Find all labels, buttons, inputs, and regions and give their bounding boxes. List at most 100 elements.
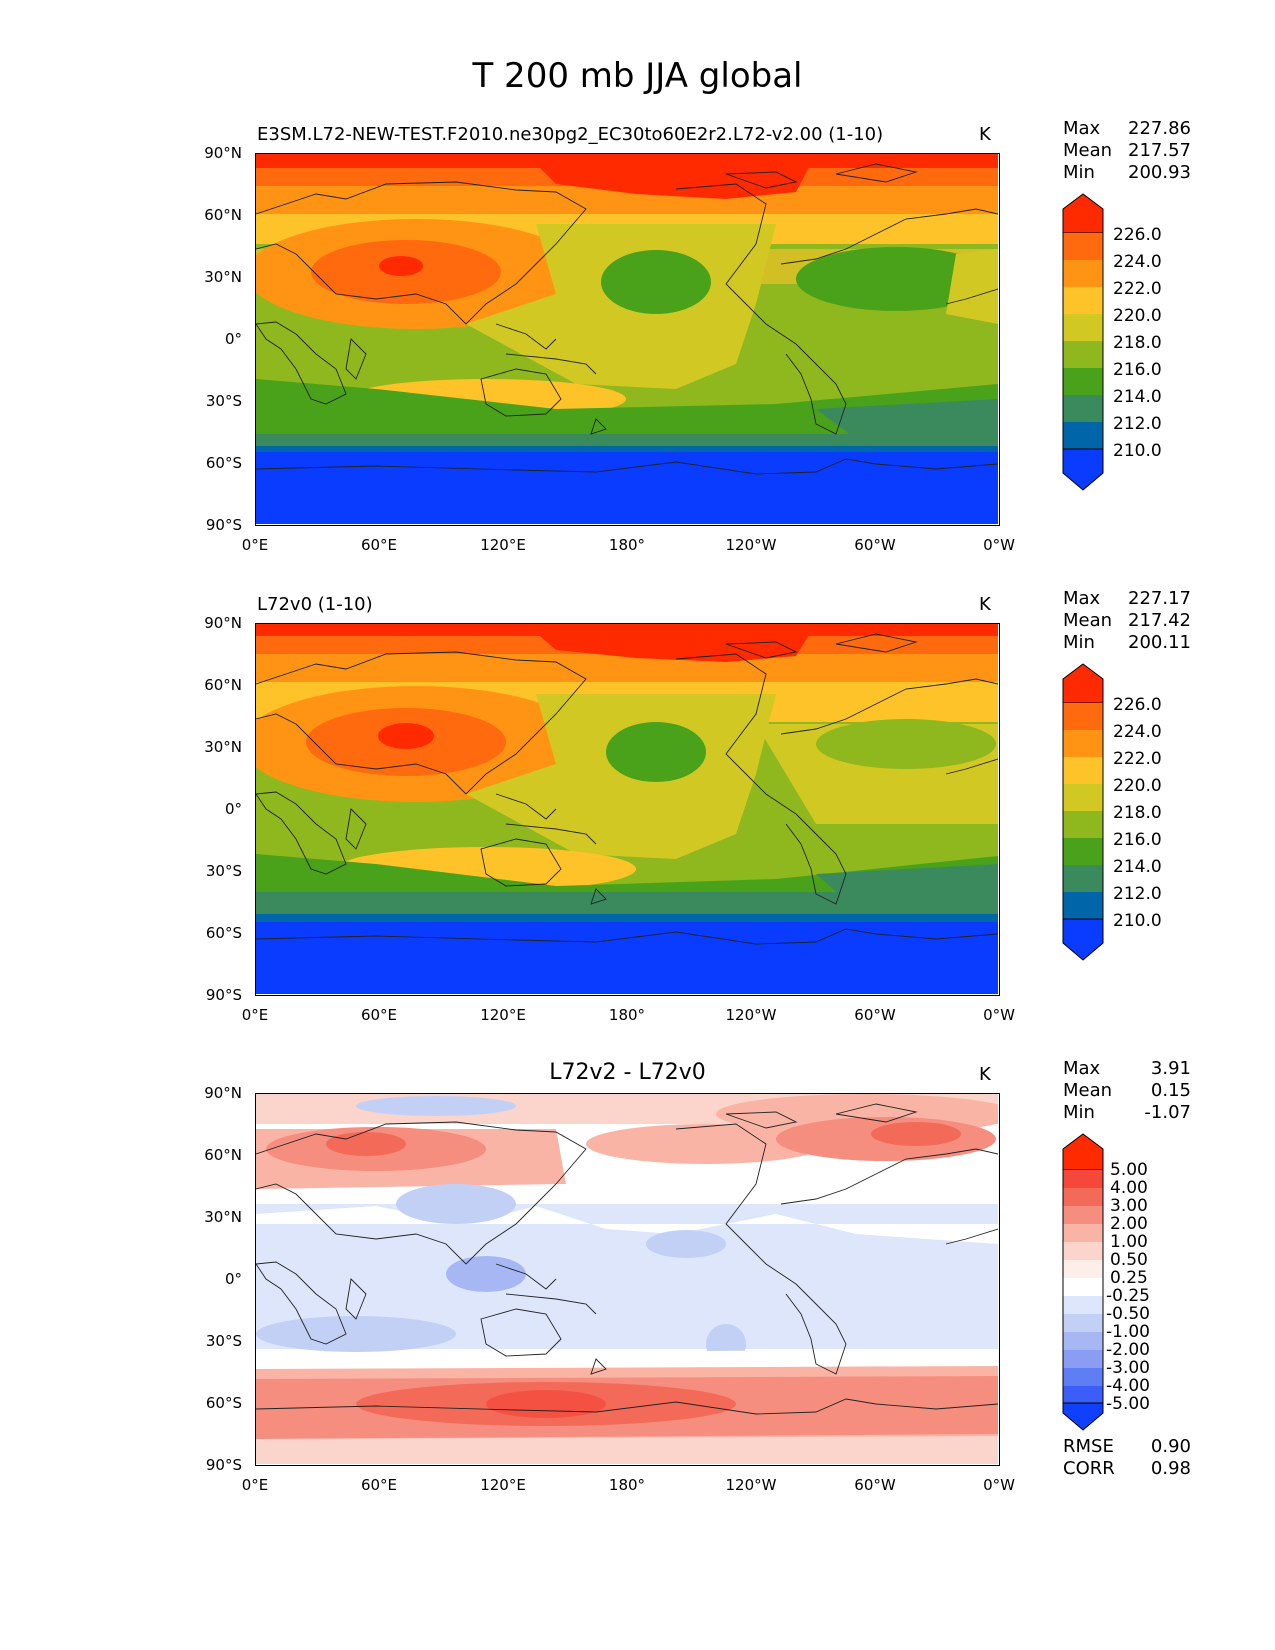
stat-value: 227.86 bbox=[1128, 118, 1191, 139]
y-tick-label: 60°N bbox=[204, 1146, 242, 1164]
colorbar-label: 212.0 bbox=[1113, 414, 1162, 434]
colorbar-svg bbox=[1062, 1133, 1104, 1431]
panel-title: L72v2 - L72v0 bbox=[549, 1060, 706, 1085]
x-tick-label: 180° bbox=[608, 536, 646, 554]
stats-block: Max 3.91 Mean 0.15 Min -1.07 bbox=[1063, 1058, 1191, 1124]
x-tick-label: 120°W bbox=[725, 1006, 777, 1024]
colorbar-label: 0.25 bbox=[1110, 1268, 1148, 1288]
x-tick-label: 60°E bbox=[360, 1476, 398, 1494]
stat-value: 217.42 bbox=[1128, 610, 1191, 631]
colorbar-label: 218.0 bbox=[1113, 803, 1162, 823]
y-tick-label: 90°N bbox=[204, 614, 242, 632]
stat-value: 200.93 bbox=[1128, 162, 1191, 183]
colorbar-label: 224.0 bbox=[1113, 252, 1162, 272]
stat-value: 0.15 bbox=[1150, 1080, 1191, 1101]
colorbar-label: 4.00 bbox=[1110, 1178, 1148, 1198]
colorbar-label: 5.00 bbox=[1110, 1160, 1148, 1180]
y-tick-label: 90°S bbox=[205, 986, 242, 1004]
x-tick-label: 0°E bbox=[241, 1006, 269, 1024]
stat-label: Min bbox=[1063, 162, 1095, 183]
corr-label: CORR bbox=[1063, 1458, 1115, 1479]
x-tick-label: 0°E bbox=[241, 536, 269, 554]
panel-test: E3SM.L72-NEW-TEST.F2010.ne30pg2_EC30to60… bbox=[0, 0, 1275, 554]
x-tick-label: 120°E bbox=[480, 536, 526, 554]
y-tick-label: 30°S bbox=[205, 1332, 242, 1350]
y-tick-label: 90°S bbox=[205, 1456, 242, 1474]
stat-value: -1.07 bbox=[1144, 1102, 1191, 1123]
colorbar-label: 2.00 bbox=[1110, 1214, 1148, 1234]
colorbar-label: 226.0 bbox=[1113, 695, 1162, 715]
x-tick-label: 120°E bbox=[480, 1476, 526, 1494]
stat-label: Min bbox=[1063, 1102, 1095, 1123]
y-tick-label: 90°N bbox=[204, 1084, 242, 1102]
stat-value: 3.91 bbox=[1150, 1058, 1191, 1079]
x-tick-label: 60°E bbox=[360, 1006, 398, 1024]
y-tick-label: 0° bbox=[224, 330, 242, 348]
x-tick-label: 0°E bbox=[241, 1476, 269, 1494]
y-tick-label: 60°N bbox=[204, 206, 242, 224]
x-tick-label: 120°W bbox=[725, 1476, 777, 1494]
stat-label: Min bbox=[1063, 632, 1095, 653]
colorbar bbox=[1062, 1133, 1104, 1437]
corr-value: 0.98 bbox=[1150, 1458, 1191, 1479]
stat-label: Max bbox=[1063, 1058, 1101, 1079]
units-label: K bbox=[979, 594, 991, 615]
stat-label: Max bbox=[1063, 588, 1101, 609]
figure-title: T 200 mb JJA global bbox=[472, 56, 803, 96]
panel-title: L72v0 (1-10) bbox=[257, 594, 373, 615]
colorbar-label: 3.00 bbox=[1110, 1196, 1148, 1216]
colorbar bbox=[1062, 193, 1104, 497]
rmse-label: RMSE bbox=[1063, 1436, 1114, 1457]
units-label: K bbox=[979, 124, 991, 145]
colorbar-label: 212.0 bbox=[1113, 884, 1162, 904]
colorbar-svg bbox=[1062, 193, 1104, 491]
error-stats-block: RMSE 0.90 CORR 0.98 bbox=[1063, 1436, 1191, 1480]
x-tick-label: 0°W bbox=[983, 1006, 1015, 1024]
stats-block: Max 227.17 Mean 217.42 Min 200.11 bbox=[1063, 588, 1191, 654]
colorbar-label: 222.0 bbox=[1113, 279, 1162, 299]
x-tick-label: 60°E bbox=[360, 536, 398, 554]
rmse-value: 0.90 bbox=[1150, 1436, 1191, 1457]
y-tick-label: 30°S bbox=[205, 862, 242, 880]
colorbar-label: -5.00 bbox=[1106, 1394, 1150, 1414]
stat-label: Max bbox=[1063, 118, 1101, 139]
colorbar-label: -0.25 bbox=[1106, 1286, 1150, 1306]
colorbar-label: -3.00 bbox=[1106, 1358, 1150, 1378]
colorbar-label: 224.0 bbox=[1113, 722, 1162, 742]
contour-map bbox=[255, 153, 1000, 526]
y-tick-label: 60°N bbox=[204, 676, 242, 694]
panel-reference: L72v0 (1-10) K bbox=[0, 470, 1275, 1024]
stat-label: Mean bbox=[1063, 610, 1113, 631]
colorbar bbox=[1062, 663, 1104, 967]
x-tick-label: 60°W bbox=[854, 1006, 896, 1024]
colorbar-label: -0.50 bbox=[1106, 1304, 1150, 1324]
x-tick-label: 180° bbox=[608, 1006, 646, 1024]
y-tick-label: 30°N bbox=[204, 738, 242, 756]
stat-label: Mean bbox=[1063, 140, 1113, 161]
colorbar-label: 210.0 bbox=[1113, 911, 1162, 931]
panel-difference: L72v2 - L72v0 K bbox=[0, 940, 1275, 1494]
colorbar-label: 0.50 bbox=[1110, 1250, 1148, 1270]
y-tick-label: 60°S bbox=[205, 924, 242, 942]
x-tick-label: 0°W bbox=[983, 536, 1015, 554]
y-tick-label: 0° bbox=[224, 800, 242, 818]
y-tick-label: 30°S bbox=[205, 392, 242, 410]
x-tick-label: 0°W bbox=[983, 1476, 1015, 1494]
y-tick-label: 30°N bbox=[204, 1208, 242, 1226]
colorbar-label: 216.0 bbox=[1113, 360, 1162, 380]
x-tick-label: 120°W bbox=[725, 536, 777, 554]
y-tick-label: 90°S bbox=[205, 516, 242, 534]
colorbar-label: 1.00 bbox=[1110, 1232, 1148, 1252]
colorbar-label: 220.0 bbox=[1113, 776, 1162, 796]
x-tick-label: 180° bbox=[608, 1476, 646, 1494]
colorbar-label: 218.0 bbox=[1113, 333, 1162, 353]
contour-map bbox=[255, 1093, 1000, 1466]
y-tick-label: 60°S bbox=[205, 1394, 242, 1412]
y-tick-label: 60°S bbox=[205, 454, 242, 472]
colorbar-label: -2.00 bbox=[1106, 1340, 1150, 1360]
x-tick-label: 120°E bbox=[480, 1006, 526, 1024]
colorbar-svg bbox=[1062, 663, 1104, 961]
colorbar-label: 216.0 bbox=[1113, 830, 1162, 850]
colorbar-label: 214.0 bbox=[1113, 387, 1162, 407]
x-tick-label: 60°W bbox=[854, 1476, 896, 1494]
